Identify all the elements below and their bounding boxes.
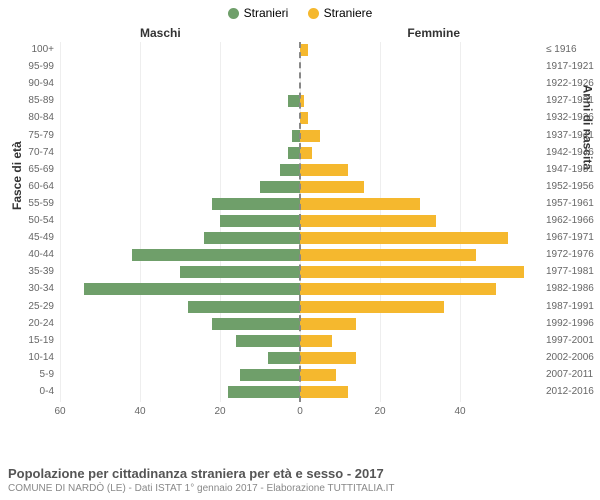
age-label: 55-59	[4, 198, 54, 209]
birth-year-label: 1962-1966	[546, 215, 600, 226]
legend-swatch-male	[228, 8, 239, 19]
x-tick-label: 40	[454, 406, 465, 417]
bar-female	[300, 181, 364, 193]
x-tick-label: 0	[297, 406, 303, 417]
plot-area: 100+≤ 191695-991917-192190-941922-192685…	[60, 42, 540, 432]
age-label: 45-49	[4, 232, 54, 243]
birth-year-label: 1997-2001	[546, 335, 600, 346]
legend-swatch-female	[308, 8, 319, 19]
x-tick-label: 20	[214, 406, 225, 417]
bar-female	[300, 232, 508, 244]
bar-female	[300, 44, 308, 56]
x-axis: 60402002040	[60, 402, 540, 432]
birth-year-label: 1992-1996	[546, 318, 600, 329]
bar-female	[300, 352, 356, 364]
age-label: 80-84	[4, 112, 54, 123]
birth-year-label: 2007-2011	[546, 369, 600, 380]
age-label: 5-9	[4, 369, 54, 380]
x-tick-label: 20	[374, 406, 385, 417]
birth-year-label: 1922-1926	[546, 78, 600, 89]
age-label: 70-74	[4, 147, 54, 158]
center-axis-line	[299, 42, 301, 402]
birth-year-label: 1927-1931	[546, 95, 600, 106]
x-tick-label: 40	[134, 406, 145, 417]
age-label: 30-34	[4, 283, 54, 294]
bar-male	[212, 318, 300, 330]
bars-container: 100+≤ 191695-991917-192190-941922-192685…	[60, 42, 540, 402]
bar-male	[228, 386, 300, 398]
birth-year-label: 1947-1951	[546, 164, 600, 175]
bar-female	[300, 130, 320, 142]
footer-subtitle: COMUNE DI NARDÒ (LE) - Dati ISTAT 1° gen…	[8, 483, 592, 494]
footer: Popolazione per cittadinanza straniera p…	[8, 466, 592, 494]
x-tick-label: 60	[54, 406, 65, 417]
birth-year-label: 2012-2016	[546, 386, 600, 397]
bar-male	[260, 181, 300, 193]
birth-year-label: 1917-1921	[546, 61, 600, 72]
bar-male	[236, 335, 300, 347]
bar-female	[300, 164, 348, 176]
bar-female	[300, 112, 308, 124]
birth-year-label: 1982-1986	[546, 283, 600, 294]
bar-male	[132, 249, 300, 261]
age-label: 25-29	[4, 301, 54, 312]
age-label: 95-99	[4, 61, 54, 72]
bar-female	[300, 266, 524, 278]
bar-female	[300, 147, 312, 159]
bar-male	[240, 369, 300, 381]
age-label: 0-4	[4, 386, 54, 397]
bar-male	[280, 164, 300, 176]
birth-year-label: 2002-2006	[546, 352, 600, 363]
bar-female	[300, 283, 496, 295]
bar-male	[212, 198, 300, 210]
bar-female	[300, 318, 356, 330]
age-label: 10-14	[4, 352, 54, 363]
birth-year-label: 1942-1946	[546, 147, 600, 158]
bar-female	[300, 335, 332, 347]
bar-female	[300, 301, 444, 313]
age-label: 15-19	[4, 335, 54, 346]
legend-label-male: Stranieri	[244, 6, 289, 20]
birth-year-label: 1957-1961	[546, 198, 600, 209]
bar-female	[300, 198, 420, 210]
legend-item-male: Stranieri	[228, 6, 289, 20]
birth-year-label: 1932-1936	[546, 112, 600, 123]
side-title-male: Maschi	[140, 26, 181, 40]
bar-female	[300, 249, 476, 261]
birth-year-label: ≤ 1916	[546, 44, 600, 55]
age-label: 20-24	[4, 318, 54, 329]
legend-label-female: Straniere	[324, 6, 373, 20]
age-label: 85-89	[4, 95, 54, 106]
age-label: 60-64	[4, 181, 54, 192]
age-label: 100+	[4, 44, 54, 55]
legend: Stranieri Straniere	[0, 6, 600, 22]
footer-title: Popolazione per cittadinanza straniera p…	[8, 466, 592, 481]
birth-year-label: 1937-1941	[546, 130, 600, 141]
age-label: 75-79	[4, 130, 54, 141]
birth-year-label: 1977-1981	[546, 266, 600, 277]
bar-male	[188, 301, 300, 313]
age-label: 35-39	[4, 266, 54, 277]
bar-male	[180, 266, 300, 278]
legend-item-female: Straniere	[308, 6, 373, 20]
birth-year-label: 1987-1991	[546, 301, 600, 312]
age-label: 50-54	[4, 215, 54, 226]
age-label: 90-94	[4, 78, 54, 89]
bar-female	[300, 215, 436, 227]
bar-male	[268, 352, 300, 364]
bar-male	[220, 215, 300, 227]
bar-female	[300, 386, 348, 398]
side-title-female: Femmine	[407, 26, 460, 40]
bar-male	[204, 232, 300, 244]
birth-year-label: 1952-1956	[546, 181, 600, 192]
birth-year-label: 1967-1971	[546, 232, 600, 243]
chart-container: Stranieri Straniere Maschi Femmine Fasce…	[0, 0, 600, 500]
bar-female	[300, 369, 336, 381]
age-label: 65-69	[4, 164, 54, 175]
bar-male	[84, 283, 300, 295]
age-label: 40-44	[4, 249, 54, 260]
birth-year-label: 1972-1976	[546, 249, 600, 260]
